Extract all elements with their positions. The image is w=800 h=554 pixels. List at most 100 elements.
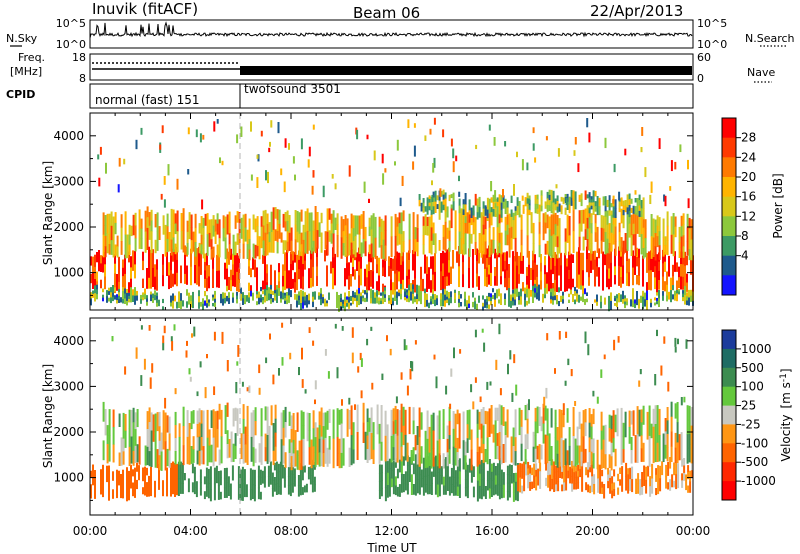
power-cell: [624, 233, 627, 253]
power-cell: [454, 210, 457, 231]
velocity-speckle: [189, 376, 192, 382]
power-cell: [362, 211, 365, 226]
power-speckle: [382, 173, 385, 185]
power-cell: [200, 262, 202, 275]
power-cell: [310, 232, 313, 254]
velocity-cell: [635, 478, 638, 494]
power-cell: [134, 250, 136, 265]
velocity-speckle: [354, 404, 356, 410]
velocity-cell: [251, 484, 254, 499]
velocity-cell: [202, 446, 205, 465]
velocity-cell: [464, 441, 467, 456]
power-cell: [522, 209, 525, 214]
velocity-colorbar-label-sup: -1: [779, 373, 789, 382]
velocity-cell: [266, 406, 269, 436]
power-cell: [672, 285, 674, 291]
velocity-cell: [188, 436, 191, 452]
velocity-cell: [166, 486, 168, 497]
power-cell: [460, 208, 463, 224]
power-cell: [372, 296, 374, 304]
power-cell: [276, 231, 279, 243]
power-cell: [254, 259, 256, 278]
power-cell: [344, 301, 346, 307]
power-cell: [104, 276, 106, 290]
velocity-cell: [273, 477, 276, 485]
power-cell: [430, 256, 432, 269]
power-cell: [384, 230, 387, 246]
power-cell: [554, 279, 556, 295]
velocity-speckle: [674, 346, 677, 353]
power-cell: [396, 251, 398, 271]
power-cell: [90, 298, 92, 306]
power-cell: [128, 244, 131, 255]
power-cell: [154, 295, 156, 301]
velocity-speckle: [185, 350, 188, 358]
power-cell: [436, 204, 439, 209]
power-cell: [354, 295, 356, 299]
power-cell: [428, 199, 431, 204]
power-cell: [638, 248, 640, 259]
velocity-cell: [476, 460, 479, 482]
power-cell: [218, 253, 220, 272]
velocity-cell: [179, 482, 182, 494]
velocity-cell: [396, 435, 399, 463]
power-cell: [198, 246, 200, 267]
power-cell: [490, 260, 492, 274]
velocity-cell: [213, 467, 216, 485]
velocity-cell: [312, 428, 315, 447]
power-cell: [628, 205, 631, 212]
power-cell: [312, 220, 315, 232]
power-cell: [258, 291, 260, 299]
power-cell: [470, 207, 473, 218]
power-cell: [150, 249, 152, 270]
power-cell: [170, 252, 172, 271]
velocity-cell: [336, 436, 339, 467]
power-cell: [412, 293, 414, 299]
velocity-cell: [454, 448, 457, 466]
power-cell: [550, 269, 552, 282]
velocity-cell: [280, 412, 283, 440]
velocity-speckle: [677, 338, 679, 345]
power-cell: [578, 210, 581, 224]
power-cell: [294, 252, 296, 263]
velocity-cell: [466, 464, 469, 477]
power-cell: [170, 208, 173, 225]
velocity-cell: [272, 436, 275, 452]
power-speckle: [439, 188, 442, 197]
velocity-cell: [148, 407, 151, 423]
velocity-cell: [556, 427, 559, 441]
power-cell: [390, 216, 393, 237]
power-cell: [358, 288, 360, 294]
velocity-cell: [122, 425, 125, 440]
velocity-cell: [108, 488, 110, 501]
power-cell: [662, 295, 664, 301]
power-cell: [120, 214, 123, 229]
velocity-cell: [400, 473, 403, 493]
velocity-cell: [648, 405, 651, 437]
velocity-cell: [448, 406, 451, 422]
velocity-cell: [496, 473, 499, 486]
power-speckle: [424, 135, 427, 141]
power-speckle: [331, 174, 334, 179]
power-cell: [184, 273, 186, 284]
power-cell: [412, 284, 414, 290]
velocity-cell: [563, 474, 566, 483]
velocity-cell: [434, 455, 437, 476]
velocity-cell: [506, 474, 509, 484]
power-speckle: [308, 146, 311, 157]
power-cell: [162, 215, 165, 235]
power-cell: [270, 277, 272, 291]
velocity-cell: [534, 448, 537, 463]
velocity-cell: [200, 410, 203, 425]
power-cell: [212, 215, 215, 227]
power-cell: [418, 293, 420, 302]
power-cell: [566, 214, 569, 229]
power-cell: [550, 201, 553, 208]
velocity-cell: [621, 478, 624, 492]
velocity-cell: [193, 486, 196, 495]
velocity-cell: [366, 435, 369, 450]
power-cell: [248, 282, 250, 292]
power-cell: [182, 208, 185, 231]
velocity-cell: [112, 409, 115, 428]
